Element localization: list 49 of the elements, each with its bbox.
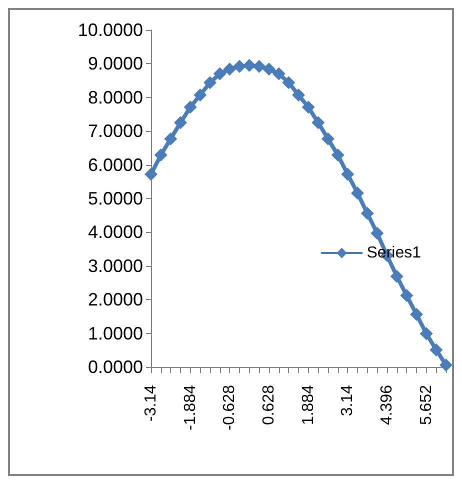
point [430,343,443,356]
y-tick-label: 4.0000 [88,222,143,242]
x-tick-label: 4.396 [378,384,396,426]
point [351,186,364,200]
point [242,58,256,72]
y-tick-label: 10.0000 [78,20,143,40]
point [223,62,236,76]
point [154,148,168,162]
point [174,116,187,130]
point [213,67,226,80]
point [262,62,276,76]
x-tick-label: -1.884 [182,384,199,430]
y-tick-label: 9.0000 [88,54,143,74]
point [370,226,384,240]
x-tick-label: 1.884 [300,384,317,426]
point [282,76,296,90]
point [272,67,286,80]
point [360,206,374,220]
point [194,88,207,102]
point [252,60,266,73]
point [292,88,305,102]
x-tick-label: 3.14 [339,384,356,416]
point [322,132,334,146]
point [302,100,315,114]
point [400,289,414,302]
y-tick-label: 6.0000 [88,154,143,175]
x-tick-label: 0.628 [260,384,278,426]
x-tick-label: -0.628 [221,384,238,430]
y-tick-label: 8.0000 [88,87,143,108]
x-tick-label: -3.14 [142,384,160,422]
point [184,100,197,114]
y-tick-label: 7.0000 [88,121,143,142]
point [144,168,158,181]
point [390,270,404,283]
point [312,116,325,130]
point [341,168,354,181]
point [233,60,246,73]
y-tick-label: 2.0000 [88,290,143,310]
point [420,327,433,340]
point [440,358,452,372]
point [331,148,344,162]
x-tick-label: 5.652 [418,384,435,426]
y-tick-label: 5.0000 [88,188,143,208]
point [164,132,178,146]
point [204,76,216,90]
y-tick-label: 1.0000 [88,323,143,344]
point [410,308,423,321]
y-tick-label: 0.0000 [88,357,143,377]
y-tick-label: 3.0000 [88,256,143,276]
